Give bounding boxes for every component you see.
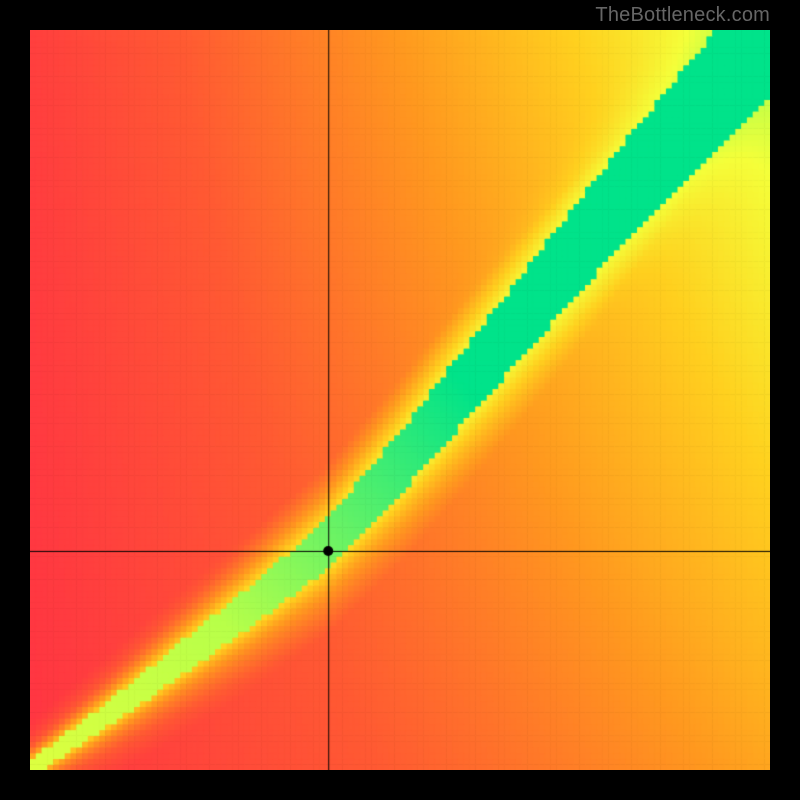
heatmap-canvas — [30, 30, 770, 770]
watermark-text: TheBottleneck.com — [595, 4, 770, 27]
chart-container: TheBottleneck.com — [0, 0, 800, 800]
